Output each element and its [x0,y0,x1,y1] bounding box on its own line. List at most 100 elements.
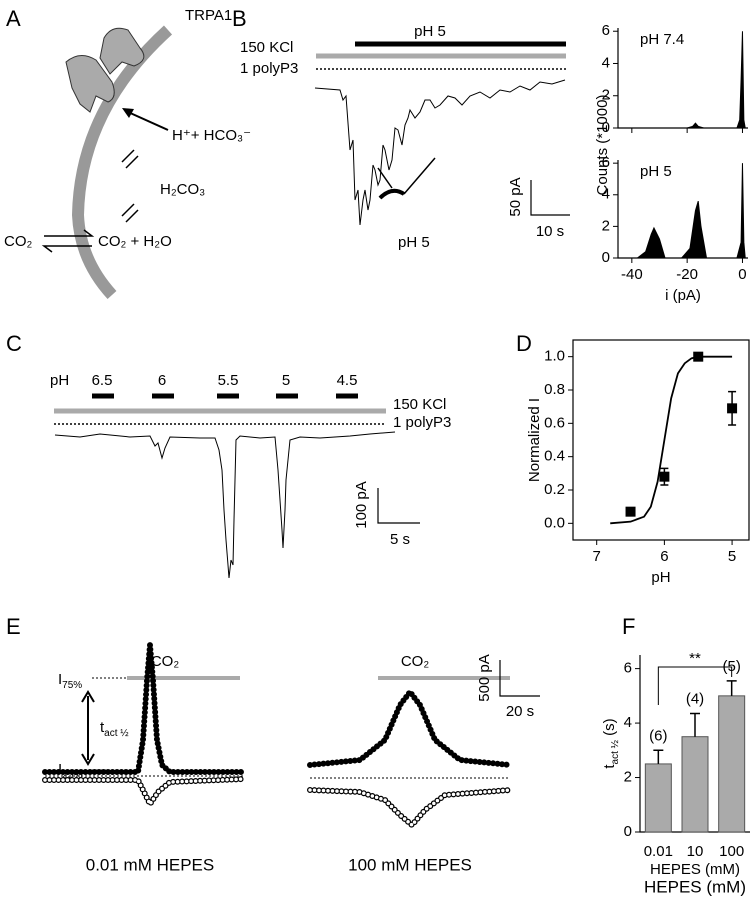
x-axis-label: pH [651,569,670,586]
panel-c: pH 6.5 6 5.5 5 4.5 150 KCl 1 polyP3 100 … [50,372,451,579]
panel-label: B [232,6,247,31]
y-tick-label: 0.8 [544,381,565,398]
y-tick-label: 2 [602,87,610,104]
data-point [727,403,738,414]
y-tick-label: 4 [624,714,632,731]
label: TRPA1 [185,7,232,24]
caption: 100 mM HEPES [348,855,472,874]
open-trace-fill [308,788,512,828]
panel-label: D [516,331,532,356]
scale-label: 100 pA [353,481,370,529]
bar [644,763,672,833]
scale-label: 500 pA [476,654,493,702]
equilibrium [121,203,139,223]
double-arrow [81,690,95,766]
arrowhead [122,108,134,118]
y-tick-label: 0 [602,249,610,266]
label: pH [50,372,69,389]
chart-title: pH 5 [640,163,672,180]
equilibrium [41,229,95,253]
open-trace-fill [43,777,247,808]
bar [718,695,746,833]
open-trace [42,776,248,810]
y-tick-label: 0 [602,119,610,136]
x-tick-label: 7 [593,548,601,565]
n-label: (4) [686,691,704,708]
filled-trace [42,644,248,775]
y-axis-label-part: act ½ [610,739,621,764]
x-tick-label: -40 [621,266,643,283]
x-tick-label: -20 [676,266,698,283]
label: H⁺+ HCO₃⁻ [172,127,251,144]
plot-frame [572,339,750,541]
x-tick-label: 0 [738,266,746,283]
scale-label: 50 pA [507,177,524,216]
label: CO₂ [401,653,430,670]
label: CO₂ [151,653,180,670]
label: 1 polyP3 [240,60,298,77]
y-tick-label: 4 [602,54,610,71]
label: 4.5 [337,372,358,389]
current-trace [54,431,396,579]
axis-line [617,160,748,259]
y-tick-label: 0 [624,823,632,840]
chart-title: pH 7.4 [640,31,684,48]
y-tick-label: 1.0 [544,348,565,365]
data-point [693,351,704,362]
y-tick-label: 2 [602,217,610,234]
data-point [659,471,670,482]
label: 150 KCl [393,396,446,413]
label: 150 KCl [240,39,293,56]
panel-label: F [622,614,635,639]
fit-curve [610,355,733,525]
x-axis-label: HEPES (mM) [644,877,746,896]
caption: 0.01 mM HEPES [86,855,215,874]
channel-subunit [65,55,115,113]
histogram-area [618,31,746,129]
panel-b: pH 5 150 KCl 1 polyP3 pH 5 50 pA 10 s [240,23,570,251]
bar [681,736,709,833]
scale-label: 10 s [536,223,564,240]
label: pH 5 [414,23,446,40]
y-axis-label: Normalized I [526,398,543,482]
x-tick-label: 5 [728,548,736,565]
panel-a: TRPA1 H⁺+ HCO₃⁻ H₂CO₃ CO₂ CO₂ + H₂O [4,7,251,300]
equilibrium [121,149,139,169]
panel-label: C [6,331,22,356]
scale-bar [377,488,420,524]
histogram-area [618,163,746,259]
significance: ** [689,650,701,667]
error-bar [726,680,737,696]
arrow [127,111,169,131]
label: 5 [282,372,290,389]
panel-label: A [6,6,21,31]
filled-trace [307,687,513,768]
y-tick-label: 6 [602,154,610,171]
label: 6 [158,372,166,389]
x-tick-label: 0.01 [644,843,673,860]
scale-label: 20 s [506,703,534,720]
scale-bar [499,660,540,697]
membrane [71,25,173,300]
open-trace [307,787,513,830]
y-tick-label: 0.6 [544,414,565,431]
y-tick-label: 0.0 [544,514,565,531]
x-axis-label: i (pA) [665,287,701,304]
y-tick-label: 4 [602,186,610,203]
label: 5.5 [218,372,239,389]
n-label: (6) [649,727,667,744]
label: pH 5 [398,234,430,251]
label: I75% [58,671,82,691]
channel-subunit [99,27,145,75]
y-tick-label: 0.4 [544,448,565,465]
y-axis-label-part: (s) [601,718,618,740]
label: 1 polyP3 [393,414,451,431]
y-tick-label: 0.2 [544,481,565,498]
label: H₂CO₃ [160,181,205,198]
x-tick-label: 100 [719,843,744,860]
y-tick-label: 2 [624,769,632,786]
x-tick-label: 10 [687,843,704,860]
data-point [625,506,636,517]
y-tick-label: 6 [624,660,632,677]
